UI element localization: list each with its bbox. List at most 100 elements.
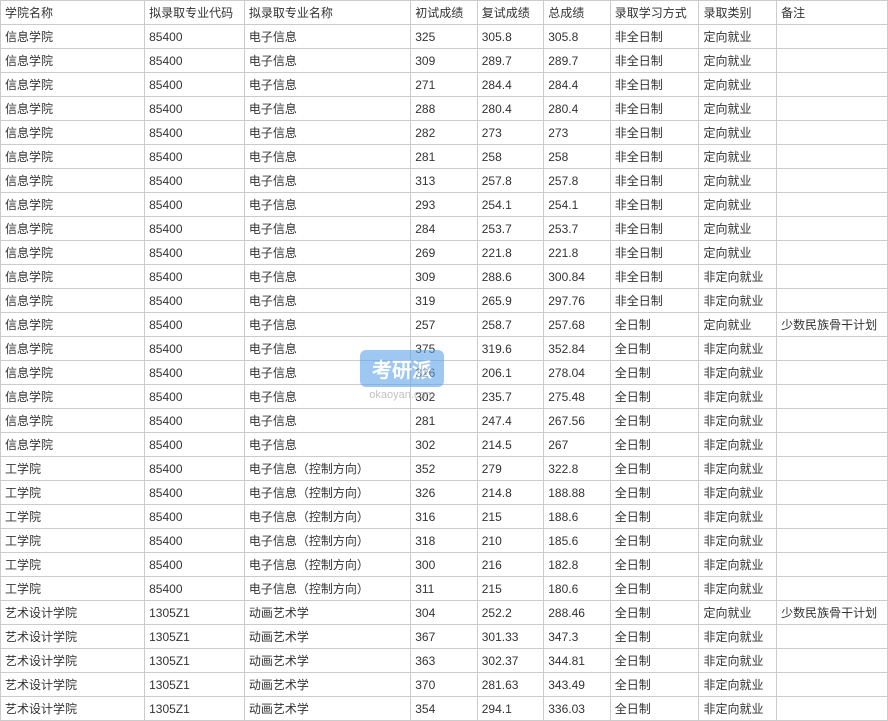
table-cell: 电子信息 <box>244 265 410 289</box>
table-cell: 非定向就业 <box>699 337 777 361</box>
table-row: 信息学院85400电子信息288280.4280.4非全日制定向就业 <box>1 97 888 121</box>
table-cell: 非定向就业 <box>699 457 777 481</box>
table-cell: 294.1 <box>477 697 544 721</box>
table-cell <box>777 97 888 121</box>
table-cell: 艺术设计学院 <box>1 649 145 673</box>
table-row: 工学院85400电子信息（控制方向）318210185.6全日制非定向就业 <box>1 529 888 553</box>
table-cell: 221.8 <box>544 241 611 265</box>
table-cell: 电子信息 <box>244 289 410 313</box>
table-cell: 265.9 <box>477 289 544 313</box>
table-cell: 254.1 <box>477 193 544 217</box>
table-cell: 非定向就业 <box>699 481 777 505</box>
table-cell: 定向就业 <box>699 313 777 337</box>
table-cell: 375 <box>411 337 478 361</box>
table-cell: 电子信息 <box>244 145 410 169</box>
table-row: 艺术设计学院1305Z1动画艺术学354294.1336.03全日制非定向就业 <box>1 697 888 721</box>
table-row: 工学院85400电子信息（控制方向）316215188.6全日制非定向就业 <box>1 505 888 529</box>
table-cell: 定向就业 <box>699 121 777 145</box>
table-cell: 85400 <box>145 241 245 265</box>
table-row: 信息学院85400电子信息309288.6300.84非全日制非定向就业 <box>1 265 888 289</box>
table-cell: 288 <box>411 97 478 121</box>
table-cell: 257 <box>411 313 478 337</box>
table-cell <box>777 457 888 481</box>
table-row: 信息学院85400电子信息257258.7257.68全日制定向就业少数民族骨干… <box>1 313 888 337</box>
table-cell: 定向就业 <box>699 25 777 49</box>
table-cell: 电子信息（控制方向） <box>244 457 410 481</box>
table-cell: 258.7 <box>477 313 544 337</box>
table-cell: 214.8 <box>477 481 544 505</box>
table-cell: 非全日制 <box>610 25 699 49</box>
table-cell: 工学院 <box>1 577 145 601</box>
table-cell: 定向就业 <box>699 145 777 169</box>
table-cell <box>777 385 888 409</box>
table-cell: 282 <box>411 121 478 145</box>
table-cell: 信息学院 <box>1 289 145 313</box>
table-cell: 319 <box>411 289 478 313</box>
table-cell: 全日制 <box>610 577 699 601</box>
table-cell: 电子信息 <box>244 217 410 241</box>
table-cell: 280.4 <box>477 97 544 121</box>
table-row: 工学院85400电子信息（控制方向）300216182.8全日制非定向就业 <box>1 553 888 577</box>
table-cell: 221.8 <box>477 241 544 265</box>
table-cell: 电子信息 <box>244 25 410 49</box>
table-cell: 85400 <box>145 337 245 361</box>
table-cell <box>777 505 888 529</box>
table-cell: 信息学院 <box>1 97 145 121</box>
table-cell: 全日制 <box>610 529 699 553</box>
col-header-major-code: 拟录取专业代码 <box>145 1 245 25</box>
table-cell: 344.81 <box>544 649 611 673</box>
table-cell: 257.8 <box>544 169 611 193</box>
table-cell: 85400 <box>145 457 245 481</box>
table-cell: 281 <box>411 145 478 169</box>
table-cell: 210 <box>477 529 544 553</box>
table-cell: 214.5 <box>477 433 544 457</box>
table-cell: 343.49 <box>544 673 611 697</box>
table-cell: 85400 <box>145 97 245 121</box>
table-cell: 1305Z1 <box>145 625 245 649</box>
table-cell <box>777 25 888 49</box>
table-cell: 电子信息（控制方向） <box>244 481 410 505</box>
table-cell: 非全日制 <box>610 241 699 265</box>
table-row: 信息学院85400电子信息313257.8257.8非全日制定向就业 <box>1 169 888 193</box>
table-cell: 85400 <box>145 433 245 457</box>
table-cell: 非全日制 <box>610 145 699 169</box>
table-cell <box>777 121 888 145</box>
table-cell: 257.8 <box>477 169 544 193</box>
table-cell: 全日制 <box>610 313 699 337</box>
table-cell: 289.7 <box>544 49 611 73</box>
table-cell: 全日制 <box>610 553 699 577</box>
table-cell <box>777 145 888 169</box>
table-row: 艺术设计学院1305Z1动画艺术学367301.33347.3全日制非定向就业 <box>1 625 888 649</box>
table-row: 信息学院85400电子信息281258258非全日制定向就业 <box>1 145 888 169</box>
table-cell: 85400 <box>145 145 245 169</box>
table-cell: 267.56 <box>544 409 611 433</box>
table-cell <box>777 577 888 601</box>
table-cell: 电子信息 <box>244 313 410 337</box>
table-cell: 279 <box>477 457 544 481</box>
table-cell <box>777 649 888 673</box>
table-row: 信息学院85400电子信息326206.1278.04全日制非定向就业 <box>1 361 888 385</box>
table-cell: 信息学院 <box>1 361 145 385</box>
table-cell: 258 <box>477 145 544 169</box>
table-cell: 215 <box>477 505 544 529</box>
table-cell: 工学院 <box>1 505 145 529</box>
table-cell: 85400 <box>145 193 245 217</box>
table-cell: 电子信息（控制方向） <box>244 529 410 553</box>
table-cell: 289.7 <box>477 49 544 73</box>
table-cell: 非全日制 <box>610 121 699 145</box>
table-cell: 1305Z1 <box>145 601 245 625</box>
table-cell: 305.8 <box>544 25 611 49</box>
table-cell: 定向就业 <box>699 241 777 265</box>
table-cell: 316 <box>411 505 478 529</box>
table-cell <box>777 73 888 97</box>
table-row: 艺术设计学院1305Z1动画艺术学370281.63343.49全日制非定向就业 <box>1 673 888 697</box>
table-cell: 281.63 <box>477 673 544 697</box>
table-cell: 信息学院 <box>1 241 145 265</box>
col-header-remark: 备注 <box>777 1 888 25</box>
table-cell: 电子信息 <box>244 385 410 409</box>
table-cell <box>777 289 888 313</box>
table-cell: 363 <box>411 649 478 673</box>
table-cell: 325 <box>411 25 478 49</box>
table-cell: 非全日制 <box>610 97 699 121</box>
table-cell: 非全日制 <box>610 73 699 97</box>
